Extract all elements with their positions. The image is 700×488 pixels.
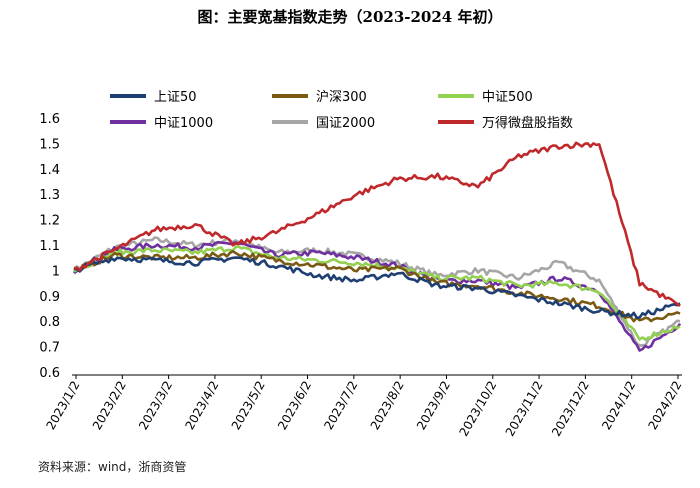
x-tick-label: 2023/1/2 xyxy=(44,379,83,433)
x-tick-label: 2023/7/2 xyxy=(321,379,360,433)
legend-label: 国证2000 xyxy=(316,116,375,131)
y-tick-label: 0.6 xyxy=(39,366,60,381)
x-tick-label: 2023/10/2 xyxy=(456,379,499,439)
y-tick-label: 1 xyxy=(52,264,60,279)
legend-label: 中证1000 xyxy=(154,116,213,131)
series-line xyxy=(73,141,681,308)
y-tick-label: 1.2 xyxy=(39,214,60,229)
x-tick-label: 2023/3/2 xyxy=(136,379,175,433)
legend-label: 中证500 xyxy=(482,90,533,105)
series-line xyxy=(72,236,681,347)
y-tick-label: 0.8 xyxy=(39,315,60,330)
y-tick-label: 1.5 xyxy=(39,137,60,152)
series-line xyxy=(73,245,681,341)
source-note: 资料来源：wind，浙商资管 xyxy=(38,460,187,474)
x-tick-label: 2023/11/2 xyxy=(503,379,546,439)
y-tick-label: 0.7 xyxy=(39,341,60,356)
legend-label: 沪深300 xyxy=(316,89,367,105)
x-tick-label: 2023/5/2 xyxy=(229,379,268,433)
legend: 上证50 沪深300 中证500 中证1000 国证2000 万得微盘股指数 xyxy=(110,89,573,131)
x-tick-label: 2023/9/2 xyxy=(414,379,453,433)
x-tick-label: 2023/12/2 xyxy=(549,379,592,439)
x-axis: 2023/1/2 2023/2/2 2023/3/2 2023/4/2 2023/5/2… xyxy=(44,374,685,439)
legend-label: 上证50 xyxy=(154,90,197,105)
x-tick-label: 2023/2/2 xyxy=(90,379,129,433)
chart-title: 图：主要宽基指数走势（2023-2024 年初） xyxy=(197,8,503,26)
legend-label: 万得微盘股指数 xyxy=(482,115,573,131)
y-tick-label: 1.1 xyxy=(39,239,60,254)
series-lines xyxy=(72,141,682,352)
x-tick-label: 2024/2/2 xyxy=(646,379,685,433)
series-line xyxy=(73,256,681,319)
x-tick-label: 2023/4/2 xyxy=(182,379,221,433)
y-axis: 0.6 0.7 0.8 0.9 1 1.1 1.2 1.3 1.4 1.5 1.6 xyxy=(39,112,60,381)
x-tick-label: 2023/6/2 xyxy=(275,379,314,433)
y-tick-label: 0.9 xyxy=(39,290,60,305)
y-tick-label: 1.4 xyxy=(39,163,60,178)
y-tick-label: 1.6 xyxy=(39,112,60,127)
x-tick-label: 2023/8/2 xyxy=(368,379,407,433)
y-tick-label: 1.3 xyxy=(39,188,60,203)
x-tick-label: 2024/1/2 xyxy=(599,379,638,433)
